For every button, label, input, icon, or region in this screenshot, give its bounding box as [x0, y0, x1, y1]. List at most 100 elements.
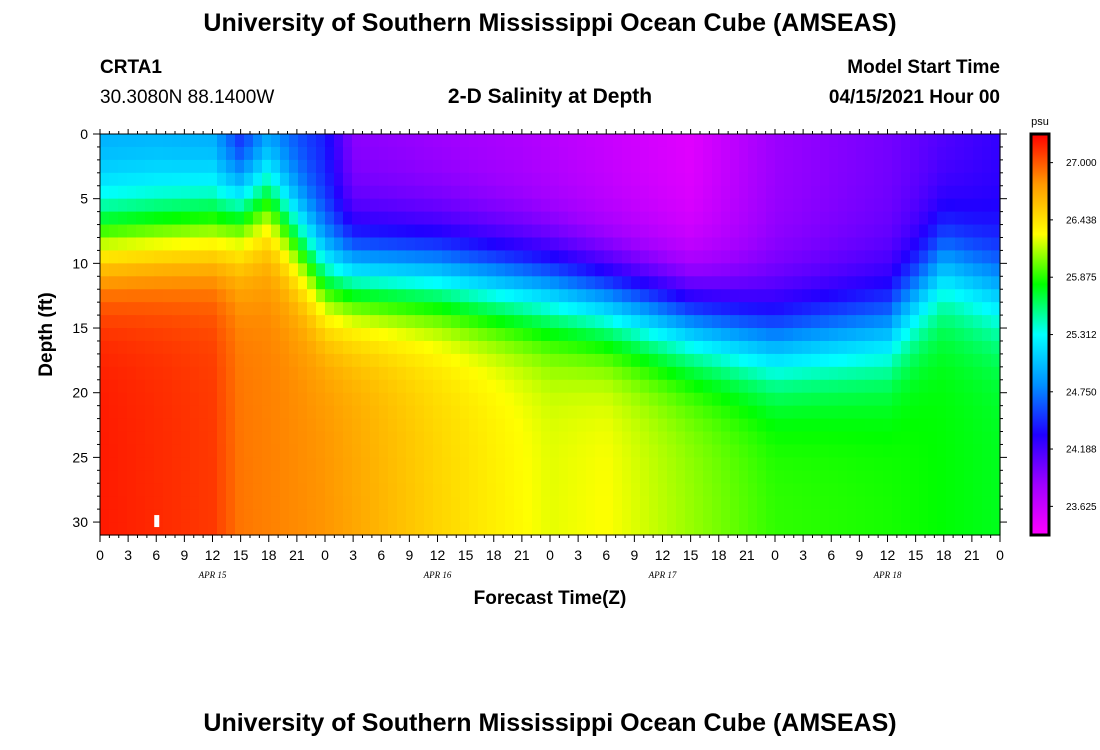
heatmap-cell — [712, 302, 722, 316]
heatmap-cell — [532, 457, 542, 471]
heatmap-cell — [946, 483, 956, 497]
heatmap-cell — [991, 340, 1001, 355]
heatmap-cell — [397, 457, 407, 471]
heatmap-cell — [487, 159, 497, 174]
heatmap-cell — [973, 509, 983, 523]
heatmap-cell — [217, 211, 227, 226]
heatmap-cell — [379, 172, 389, 187]
heatmap-cell — [397, 328, 407, 342]
heatmap-cell — [226, 509, 236, 523]
heatmap-cell — [442, 340, 452, 355]
heatmap-cell — [163, 353, 173, 368]
heatmap-cell — [865, 379, 875, 394]
heatmap-cell — [217, 289, 227, 303]
heatmap-cell — [523, 172, 533, 187]
heatmap-cell — [568, 315, 578, 329]
heatmap-cell — [910, 366, 920, 381]
heatmap-cell — [856, 250, 866, 264]
heatmap-cell — [307, 302, 317, 316]
heatmap-cell — [235, 392, 245, 407]
heatmap-cell — [622, 418, 632, 433]
heatmap-cell — [460, 315, 470, 329]
heatmap-cell — [847, 302, 857, 316]
heatmap-cell — [532, 496, 542, 510]
heatmap-cell — [163, 444, 173, 458]
heatmap-cell — [829, 340, 839, 355]
heatmap-cell — [739, 263, 749, 277]
heatmap-cell — [748, 250, 758, 264]
heatmap-cell — [415, 159, 425, 174]
heatmap-cell — [145, 185, 155, 200]
x-tick-label: 12 — [880, 547, 896, 563]
heatmap-cell — [685, 315, 695, 329]
heatmap-cell — [748, 405, 758, 420]
heatmap-cell — [604, 405, 614, 420]
heatmap-cell — [550, 198, 560, 213]
heatmap-cell — [361, 250, 371, 264]
heatmap-cell — [424, 470, 434, 484]
heatmap-cell — [352, 315, 362, 329]
heatmap-cell — [982, 366, 992, 381]
heatmap-cell — [676, 340, 686, 355]
heatmap-cell — [829, 276, 839, 290]
heatmap-cell — [649, 315, 659, 329]
heatmap-cell — [190, 146, 200, 161]
heatmap-cell — [415, 444, 425, 458]
heatmap-cell — [604, 496, 614, 510]
heatmap-cell — [100, 146, 110, 161]
heatmap-cell — [955, 457, 965, 471]
heatmap-cell — [730, 444, 740, 458]
heatmap-cell — [964, 483, 974, 497]
heatmap-cell — [190, 470, 200, 484]
heatmap-cell — [955, 134, 965, 148]
heatmap-cell — [217, 276, 227, 290]
heatmap-cell — [460, 328, 470, 342]
heatmap-cell — [208, 185, 218, 200]
heatmap-cell — [892, 315, 902, 329]
heatmap-cell — [910, 224, 920, 239]
heatmap-cell — [442, 276, 452, 290]
heatmap-cell — [955, 379, 965, 394]
heatmap-cell — [307, 431, 317, 446]
heatmap-cell — [136, 392, 146, 407]
heatmap-cell — [883, 134, 893, 148]
heatmap-cell — [181, 250, 191, 264]
heatmap-cell — [127, 444, 137, 458]
heatmap-cell — [766, 146, 776, 161]
heatmap-cell — [982, 379, 992, 394]
heatmap-cell — [982, 302, 992, 316]
heatmap-cell — [946, 224, 956, 239]
heatmap-cell — [577, 237, 587, 252]
heatmap-cell — [514, 444, 524, 458]
heatmap-cell — [793, 185, 803, 200]
heatmap-cell — [388, 211, 398, 226]
heatmap-cell — [703, 302, 713, 316]
heatmap-cell — [595, 444, 605, 458]
heatmap-cell — [685, 496, 695, 510]
heatmap-cell — [100, 172, 110, 187]
heatmap-cell — [505, 470, 515, 484]
heatmap-cell — [658, 185, 668, 200]
heatmap-cell — [919, 470, 929, 484]
heatmap-cell — [604, 185, 614, 200]
heatmap-cell — [325, 224, 335, 239]
heatmap-cell — [757, 366, 767, 381]
heatmap-cell — [262, 237, 272, 252]
heatmap-cell — [946, 496, 956, 510]
heatmap-cell — [964, 211, 974, 226]
heatmap-cell — [136, 522, 146, 536]
heatmap-cell — [235, 146, 245, 161]
heatmap-cell — [766, 211, 776, 226]
heatmap-cell — [685, 250, 695, 264]
heatmap-cell — [334, 185, 344, 200]
heatmap-cell — [190, 366, 200, 381]
heatmap-cell — [964, 289, 974, 303]
heatmap-cell — [136, 470, 146, 484]
heatmap-cell — [280, 276, 290, 290]
heatmap-cell — [910, 522, 920, 536]
heatmap-cell — [802, 444, 812, 458]
heatmap-cell — [172, 470, 182, 484]
heatmap-cell — [613, 444, 623, 458]
heatmap-cell — [289, 431, 299, 446]
heatmap-cell — [550, 444, 560, 458]
